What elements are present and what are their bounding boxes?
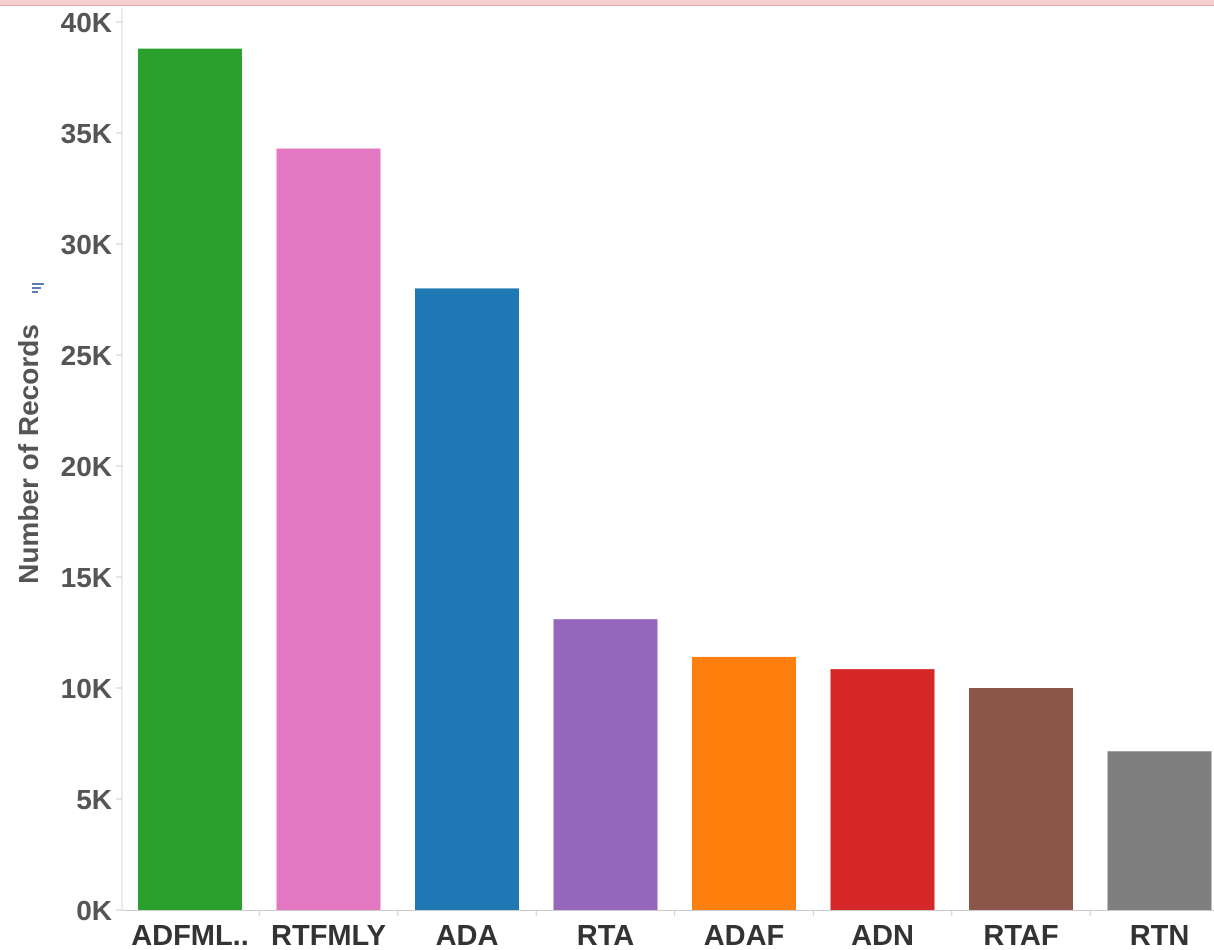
bar-rta[interactable] bbox=[553, 619, 658, 910]
bar-adn[interactable] bbox=[830, 669, 935, 910]
x-category-label: ADA bbox=[436, 920, 499, 950]
category-labels: ADFML.. RTFMLY ADA RTA ADAF ADN RTAF RTN bbox=[131, 920, 1189, 950]
bar-rtaf[interactable] bbox=[969, 688, 1073, 910]
x-category-label: RTFMLY bbox=[271, 920, 386, 950]
x-axis bbox=[122, 910, 1214, 916]
y-tick-label: 0K bbox=[76, 895, 112, 926]
window-top-border bbox=[0, 0, 1214, 6]
y-axis: 0K 5K 10K 15K 20K 25K 30K 35K 40K bbox=[61, 7, 123, 926]
bar-adaf[interactable] bbox=[692, 656, 796, 910]
y-tick-label: 10K bbox=[61, 673, 112, 704]
y-axis-title: Number of Records bbox=[13, 324, 44, 584]
bar-ada[interactable] bbox=[415, 288, 519, 910]
bars bbox=[138, 48, 1212, 911]
x-category-label: RTN bbox=[1130, 920, 1190, 950]
y-tick-label: 5K bbox=[76, 784, 112, 815]
y-tick-label: 30K bbox=[61, 229, 112, 260]
x-category-label: ADFML.. bbox=[131, 920, 249, 950]
x-category-label: ADN bbox=[851, 920, 914, 950]
y-tick-label: 35K bbox=[61, 118, 112, 149]
x-category-label: RTAF bbox=[983, 920, 1058, 950]
sort-icon[interactable] bbox=[32, 283, 44, 293]
y-tick-label: 25K bbox=[61, 340, 112, 371]
x-category-label: RTA bbox=[577, 920, 635, 950]
y-tick-label: 40K bbox=[61, 7, 112, 38]
y-tick-label: 15K bbox=[61, 562, 112, 593]
y-tick-label: 20K bbox=[61, 451, 112, 482]
bar-adfml[interactable] bbox=[138, 48, 242, 910]
bar-rtfmly[interactable] bbox=[276, 148, 381, 911]
y-axis-title-group: Number of Records bbox=[13, 283, 44, 584]
x-category-label: ADAF bbox=[704, 920, 785, 950]
bar-rtn[interactable] bbox=[1107, 751, 1212, 910]
